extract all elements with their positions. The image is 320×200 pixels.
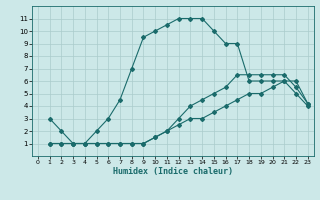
- X-axis label: Humidex (Indice chaleur): Humidex (Indice chaleur): [113, 167, 233, 176]
